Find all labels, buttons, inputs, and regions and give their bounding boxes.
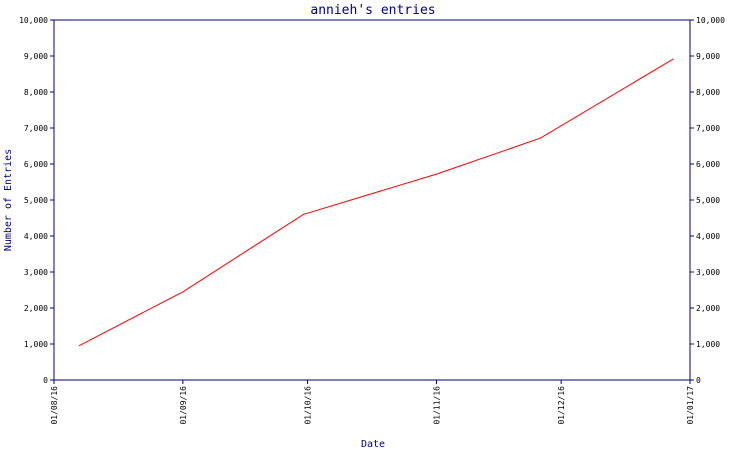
y-tick-label-left: 0	[43, 376, 48, 385]
series-line	[78, 58, 674, 347]
x-tick-label: 01/10/16	[304, 386, 313, 425]
x-tick-label: 01/01/17	[686, 386, 695, 425]
chart-title: annieh's entries	[310, 3, 435, 18]
y-tick-label-right: 6,000	[696, 160, 720, 169]
y-tick-label-right: 4,000	[696, 232, 720, 241]
plot-frame	[53, 19, 691, 381]
x-tick-label: 01/08/16	[50, 386, 59, 425]
y-tick-label-left: 1,000	[24, 340, 48, 349]
y-tick-label-right: 8,000	[696, 88, 720, 97]
y-tick-label-right: 10,000	[696, 16, 725, 25]
y-tick-label-left: 2,000	[24, 304, 48, 313]
y-tick-label-left: 7,000	[24, 124, 48, 133]
y-tick-label-left: 5,000	[24, 196, 48, 205]
x-axis-label: Date	[361, 439, 385, 450]
y-tick-label-left: 10,000	[19, 16, 48, 25]
y-tick-label-right: 2,000	[696, 304, 720, 313]
y-axis-label: Number of Entries	[3, 149, 14, 251]
y-tick-label-left: 6,000	[24, 160, 48, 169]
y-tick-label-left: 9,000	[24, 52, 48, 61]
y-tick-label-left: 3,000	[24, 268, 48, 277]
plot-area: 0 0 1,000 1,000 2,000 2,000 3,000 3,000 4,000 4,0…	[19, 16, 725, 425]
y-tick-label-left: 4,000	[24, 232, 48, 241]
x-tick-label: 01/09/16	[179, 386, 188, 425]
y-tick-label-right: 3,000	[696, 268, 720, 277]
y-tick-label-right: 5,000	[696, 196, 720, 205]
y-tick-label-right: 0	[696, 376, 701, 385]
y-tick-label-left: 8,000	[24, 88, 48, 97]
x-tick-label: 01/12/16	[557, 386, 566, 425]
y-tick-label-right: 1,000	[696, 340, 720, 349]
y-tick-label-right: 7,000	[696, 124, 720, 133]
y-tick-label-right: 9,000	[696, 52, 720, 61]
x-tick-label: 01/11/16	[432, 386, 441, 425]
